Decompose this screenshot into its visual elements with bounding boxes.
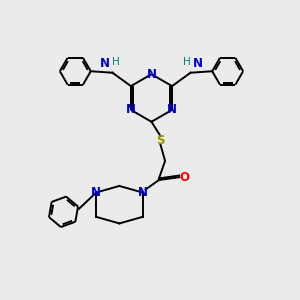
Text: H: H — [183, 57, 191, 67]
Text: N: N — [100, 57, 110, 70]
Text: N: N — [91, 186, 101, 199]
Text: N: N — [193, 57, 203, 70]
Text: O: O — [179, 170, 190, 184]
Text: H: H — [112, 57, 120, 67]
Text: N: N — [146, 68, 157, 81]
Text: N: N — [126, 103, 136, 116]
Text: S: S — [156, 134, 165, 147]
Text: N: N — [138, 186, 148, 199]
Text: N: N — [167, 103, 177, 116]
